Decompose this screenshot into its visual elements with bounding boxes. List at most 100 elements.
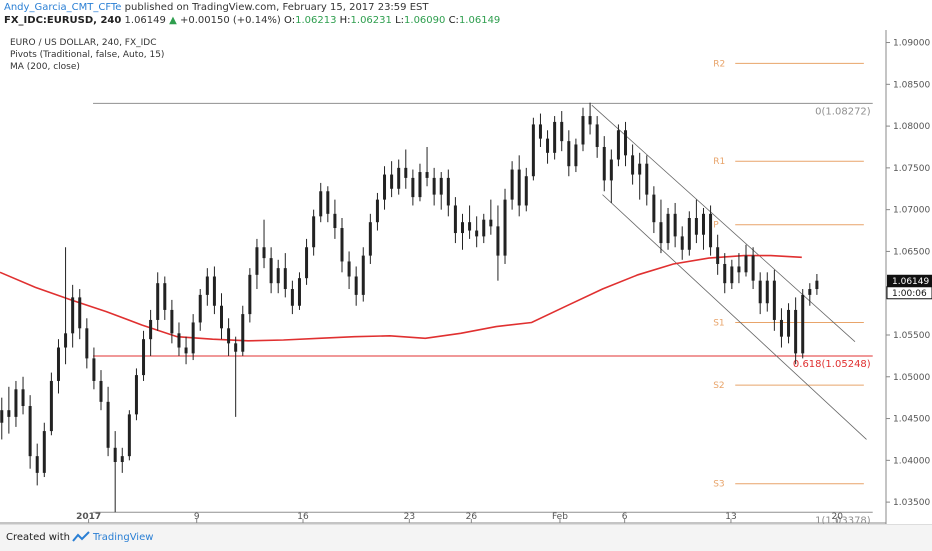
candle (177, 322, 181, 356)
candle-body (28, 406, 32, 457)
candle (723, 253, 727, 294)
candle-body (744, 255, 748, 273)
price-axis[interactable]: 1.09000 1.08500 1.08000 1.07500 1.07000 1.065… (886, 39, 930, 509)
candle-body (276, 268, 280, 284)
candle (673, 202, 677, 248)
tradingview-brand[interactable]: TradingView (93, 532, 154, 543)
candle (71, 284, 75, 348)
candle (333, 199, 337, 239)
candle-body (21, 389, 25, 407)
candle (113, 431, 117, 513)
candle-body (241, 314, 245, 352)
candle-body (14, 389, 18, 417)
candle (439, 172, 443, 210)
candle-body (553, 121, 557, 153)
candle-body (234, 343, 238, 352)
candle (666, 207, 670, 250)
price-tick-label: 1.07000 (893, 206, 930, 216)
candle-body (163, 283, 167, 310)
candle (524, 167, 528, 212)
price-chart[interactable]: 0(1.08272) 0.618(1.05248) 1(1.03378) R2 R1 P… (0, 30, 932, 524)
candle (241, 305, 245, 356)
price-tick-label: 1.04500 (893, 415, 930, 425)
pivot-label: S2 (713, 381, 724, 391)
time-tick-label: 6 (622, 512, 628, 522)
candle-body (411, 177, 415, 198)
candle-body (460, 222, 464, 234)
candle (716, 234, 720, 275)
channel-line (602, 194, 867, 440)
open-key: O: (284, 15, 296, 26)
candle-body (538, 124, 542, 139)
candle (638, 152, 642, 200)
candle (475, 216, 479, 248)
time-tick-label: 20 (832, 512, 844, 522)
fib-label: 0.618(1.05248) (793, 359, 871, 370)
candle-body (645, 163, 649, 195)
candle (255, 238, 259, 290)
candle-body (496, 226, 500, 256)
candle (801, 289, 805, 359)
candle-body (397, 167, 401, 189)
candle (297, 272, 301, 310)
candle (234, 336, 238, 417)
candle (553, 116, 557, 160)
candle-body (609, 159, 613, 181)
fib-label: 0(1.08272) (815, 106, 871, 117)
candle-body (312, 216, 316, 248)
candle (496, 205, 500, 281)
candle (489, 199, 493, 235)
last-price-text: 1.06149 (124, 15, 166, 26)
time-tick-label: 9 (194, 512, 200, 522)
candle (149, 309, 153, 356)
candle (49, 372, 53, 436)
candle-body (694, 218, 698, 235)
candle-body (297, 278, 301, 306)
time-tick-label: 16 (297, 512, 309, 522)
candle (397, 159, 401, 195)
trend-channel (591, 104, 867, 440)
channel-line (591, 104, 856, 342)
candle-body (432, 177, 436, 195)
candle-body (475, 230, 479, 237)
created-with-text: Created with (6, 532, 70, 543)
candle (468, 205, 472, 239)
candle-body (680, 236, 684, 250)
legend-pivots: Pivots (Traditional, false, Auto, 15) (10, 50, 164, 60)
time-axis[interactable]: 2017 9 16 23 26 Feb 6 13 20 (76, 512, 843, 523)
ma-200-path (0, 254, 802, 342)
candle (85, 318, 89, 369)
candle-body (42, 431, 46, 473)
candle (305, 238, 309, 285)
candle (595, 116, 599, 158)
pivot-label: R1 (713, 157, 725, 167)
author-link[interactable]: Andy_Garcia_CMT_CFTe (4, 2, 122, 13)
published-text: published on TradingView.com, February 1… (124, 2, 429, 13)
time-tick-label: 23 (404, 512, 415, 522)
candle-body (326, 191, 330, 214)
candle (425, 146, 429, 187)
candle-body (191, 322, 195, 354)
candle-body (71, 297, 75, 334)
price-tick-label: 1.08000 (893, 122, 930, 132)
candle (772, 269, 776, 331)
candle-body (588, 116, 592, 125)
candle-body (709, 213, 713, 248)
candle (730, 259, 734, 290)
candle (156, 272, 160, 331)
candle-body (453, 205, 457, 234)
candle (751, 247, 755, 290)
tradingview-logo-icon[interactable] (72, 531, 90, 543)
close-value: 1.06149 (458, 15, 501, 26)
candle-body (666, 213, 670, 244)
candle (127, 410, 131, 461)
candle (64, 247, 68, 365)
last-price-label: 1.06149 (892, 277, 929, 287)
open-value: 1.06213 (295, 15, 337, 26)
publish-line: Andy_Garcia_CMT_CFTe published on Tradin… (4, 2, 428, 13)
candle (120, 447, 124, 473)
candle (765, 272, 769, 312)
candle-body (120, 456, 124, 463)
candle-body (347, 261, 351, 277)
candle-body (425, 172, 429, 178)
